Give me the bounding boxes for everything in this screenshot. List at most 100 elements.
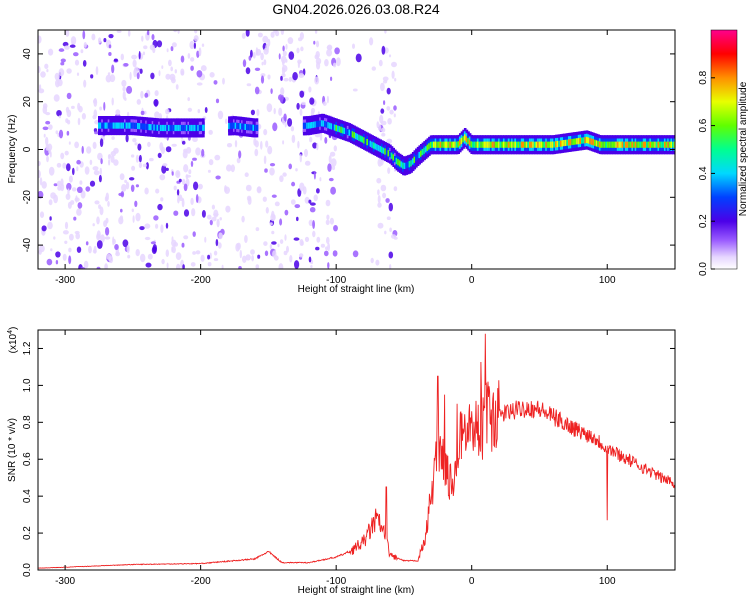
- heatmap-ridge-cell: [629, 141, 633, 148]
- heatmap-ridge-cell: [618, 141, 621, 148]
- heatmap-noise-cell: [191, 208, 196, 217]
- heatmap-noise-cell: [309, 97, 315, 105]
- top-x-tick-label: 100: [599, 275, 616, 286]
- heatmap-ridge-cell: [158, 124, 161, 131]
- heatmap-noise-cell: [38, 88, 45, 94]
- heatmap-noise-cell: [236, 242, 241, 250]
- heatmap-ridge-cell: [428, 143, 431, 150]
- heatmap-noise-cell: [125, 134, 129, 143]
- heatmap-noise-cell: [239, 249, 242, 259]
- heatmap-ridge-cell: [159, 124, 163, 132]
- heatmap-noise-cell: [124, 179, 127, 183]
- bottom-x-axis-label: Height of straight line (km): [298, 585, 415, 596]
- heatmap-noise-cell: [138, 162, 142, 169]
- heatmap-ridge-cell: [169, 124, 173, 132]
- heatmap-ridge-cell: [156, 124, 160, 131]
- heatmap-ridge-cell: [98, 122, 101, 129]
- heatmap-noise-cell: [245, 67, 251, 75]
- heatmap-ridge-cell: [314, 121, 317, 128]
- heatmap-noise-cell: [47, 221, 53, 230]
- heatmap-noise-cell: [76, 208, 82, 216]
- heatmap-noise-cell: [122, 86, 126, 92]
- heatmap-noise-cell: [72, 167, 75, 176]
- heatmap-ridge-cell: [543, 141, 547, 148]
- heatmap-ridge-cell: [302, 122, 306, 129]
- heatmap-ridge-cell: [197, 124, 200, 132]
- top-x-axis-label: Height of straight line (km): [298, 284, 415, 295]
- heatmap-noise-cell: [147, 141, 151, 148]
- heatmap-noise-cell: [271, 194, 277, 198]
- heatmap-noise-cell: [157, 203, 163, 211]
- heatmap-noise-cell: [266, 103, 273, 113]
- heatmap-noise-cell: [62, 162, 67, 169]
- heatmap-ridge-cell: [558, 140, 561, 147]
- heatmap-noise-cell: [280, 75, 283, 81]
- heatmap-ridge-cell: [330, 123, 334, 130]
- heatmap-noise-cell: [187, 53, 191, 59]
- heatmap-ridge-cell: [452, 141, 456, 148]
- heatmap-noise-cell: [315, 246, 320, 251]
- y-multiplier-exponent: 4: [7, 330, 14, 334]
- snr-frame: [37, 329, 676, 571]
- heatmap-noise-cell: [134, 66, 139, 74]
- heatmap-noise-cell: [170, 66, 173, 72]
- heatmap-ridge-cell: [626, 141, 630, 148]
- heatmap-noise-cell: [299, 153, 302, 163]
- heatmap-noise-cell: [316, 142, 319, 151]
- heatmap-noise-cell: [388, 251, 394, 259]
- heatmap-noise-cell: [279, 218, 283, 226]
- heatmap-noise-cell: [91, 33, 96, 41]
- heatmap-noise-cell: [53, 183, 58, 187]
- heatmap-noise-cell: [394, 77, 397, 82]
- heatmap-noise-cell: [264, 250, 269, 257]
- heatmap-noise-cell: [143, 45, 148, 50]
- heatmap-ridge-cell: [429, 141, 433, 149]
- heatmap-ridge-cell: [480, 141, 483, 148]
- heatmap-noise-cell: [65, 106, 70, 113]
- heatmap-ridge-cell: [309, 122, 312, 129]
- heatmap-ridge-cell: [478, 141, 482, 148]
- heatmap-noise-cell: [293, 237, 300, 241]
- heatmap-noise-cell: [98, 37, 102, 44]
- heatmap-ridge-cell: [101, 122, 104, 129]
- heatmap-noise-cell: [106, 253, 112, 260]
- heatmap-noise-cell: [76, 246, 82, 253]
- heatmap-noise-cell: [108, 159, 111, 166]
- heatmap-noise-cell: [58, 115, 61, 119]
- heatmap-ridge-cell: [361, 136, 365, 143]
- heatmap-noise-cell: [297, 140, 300, 149]
- heatmap-noise-cell: [308, 199, 312, 204]
- heatmap-noise-cell: [129, 177, 135, 181]
- heatmap-ridge-cell: [512, 141, 516, 148]
- heatmap-ridge-cell: [639, 141, 643, 148]
- heatmap-noise-cell: [302, 68, 306, 76]
- heatmap-ridge-cell: [111, 122, 114, 129]
- heatmap-noise-cell: [60, 152, 65, 160]
- heatmap-noise-cell: [294, 204, 301, 209]
- heatmap-ridge-cell: [576, 138, 579, 145]
- heatmap-ridge-cell: [647, 141, 651, 148]
- heatmap-ridge-cell: [525, 141, 529, 148]
- heatmap-ridge-cell: [486, 141, 490, 148]
- heatmap-noise-cell: [250, 109, 255, 116]
- heatmap-ridge-cell: [468, 139, 472, 146]
- heatmap-ridge-cell: [483, 141, 486, 148]
- heatmap-noise-cell: [86, 146, 92, 154]
- heatmap-noise-cell: [200, 65, 207, 72]
- heatmap-noise-cell: [38, 190, 44, 199]
- heatmap-noise-cell: [299, 108, 303, 116]
- heatmap-noise-cell: [192, 136, 198, 142]
- heatmap-ridge-cell: [437, 141, 441, 148]
- heatmap-noise-cell: [315, 51, 320, 59]
- heatmap-noise-cell: [176, 189, 180, 196]
- heatmap-noise-cell: [193, 181, 199, 191]
- heatmap-noise-cell: [171, 171, 174, 176]
- heatmap-noise-cell: [389, 109, 394, 115]
- heatmap-ridge-cell: [637, 141, 641, 148]
- heatmap-noise-cell: [284, 121, 287, 128]
- heatmap-ridge-cell: [348, 129, 352, 136]
- heatmap-noise-cell: [96, 230, 101, 240]
- heatmap-ridge-cell: [390, 152, 394, 159]
- heatmap-noise-cell: [370, 257, 374, 264]
- heatmap-noise-cell: [295, 168, 298, 172]
